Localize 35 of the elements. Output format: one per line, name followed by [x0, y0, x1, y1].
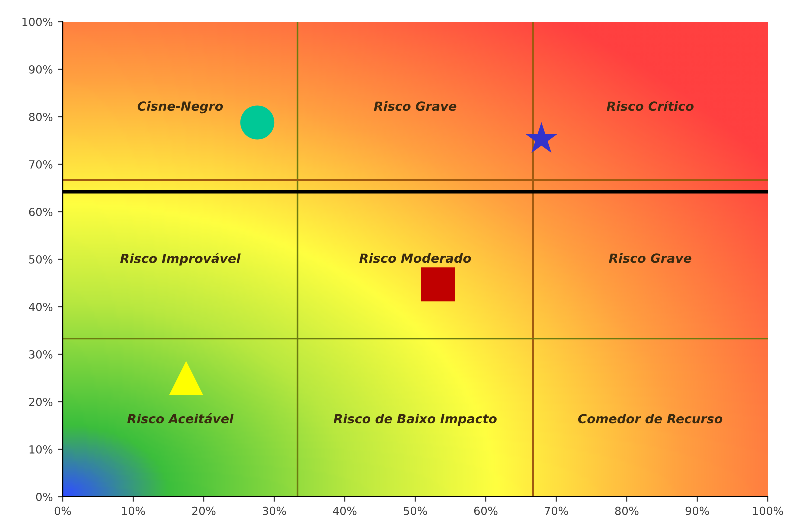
point [169, 361, 204, 396]
annotation: Risco Aceitável [128, 414, 234, 424]
x-tick-label: 30% [263, 506, 286, 516]
y-tick-label: 70% [29, 160, 53, 169]
y-tick-label: 90% [29, 65, 53, 74]
x-tick-label: 40% [333, 506, 357, 516]
annotation: Risco Improvável [120, 253, 241, 266]
x-tick-label: 10% [122, 506, 146, 516]
x-tick-label: 90% [686, 506, 710, 516]
y-tick-label: 0% [36, 492, 53, 502]
annotation: Comedor de Recurso [578, 414, 723, 424]
x-tick-label: 80% [615, 506, 639, 516]
annotation: Risco Crítico [606, 100, 694, 112]
y-tick-label: 50% [29, 255, 53, 264]
annotation: Cisne-Negro [138, 101, 224, 114]
x-tick-label: 50% [404, 506, 428, 516]
x-tick-label: 60% [474, 506, 498, 516]
y-tick-label: 10% [30, 445, 53, 454]
x-tick-label: 70% [545, 506, 568, 516]
annotation: Risco Grave [609, 253, 692, 264]
x-tick-label: 20% [192, 506, 216, 516]
annotation: Risco de Baixo Impacto [334, 414, 497, 426]
y-tick-label: 100% [22, 18, 53, 26]
point [526, 122, 558, 154]
y-tick-label: 40% [29, 302, 53, 312]
x-tick-label: 100% [753, 506, 784, 516]
y-tick-label: 80% [29, 112, 53, 122]
point [421, 268, 456, 302]
y-tick-label: 60% [29, 208, 53, 216]
y-tick-label: 30% [29, 350, 53, 359]
y-tick-label: 20% [29, 398, 53, 406]
annotation: Risco Moderado [360, 253, 472, 264]
x-tick-label: 0% [54, 506, 72, 516]
point [240, 106, 275, 140]
annotation: Risco Grave [374, 101, 457, 112]
